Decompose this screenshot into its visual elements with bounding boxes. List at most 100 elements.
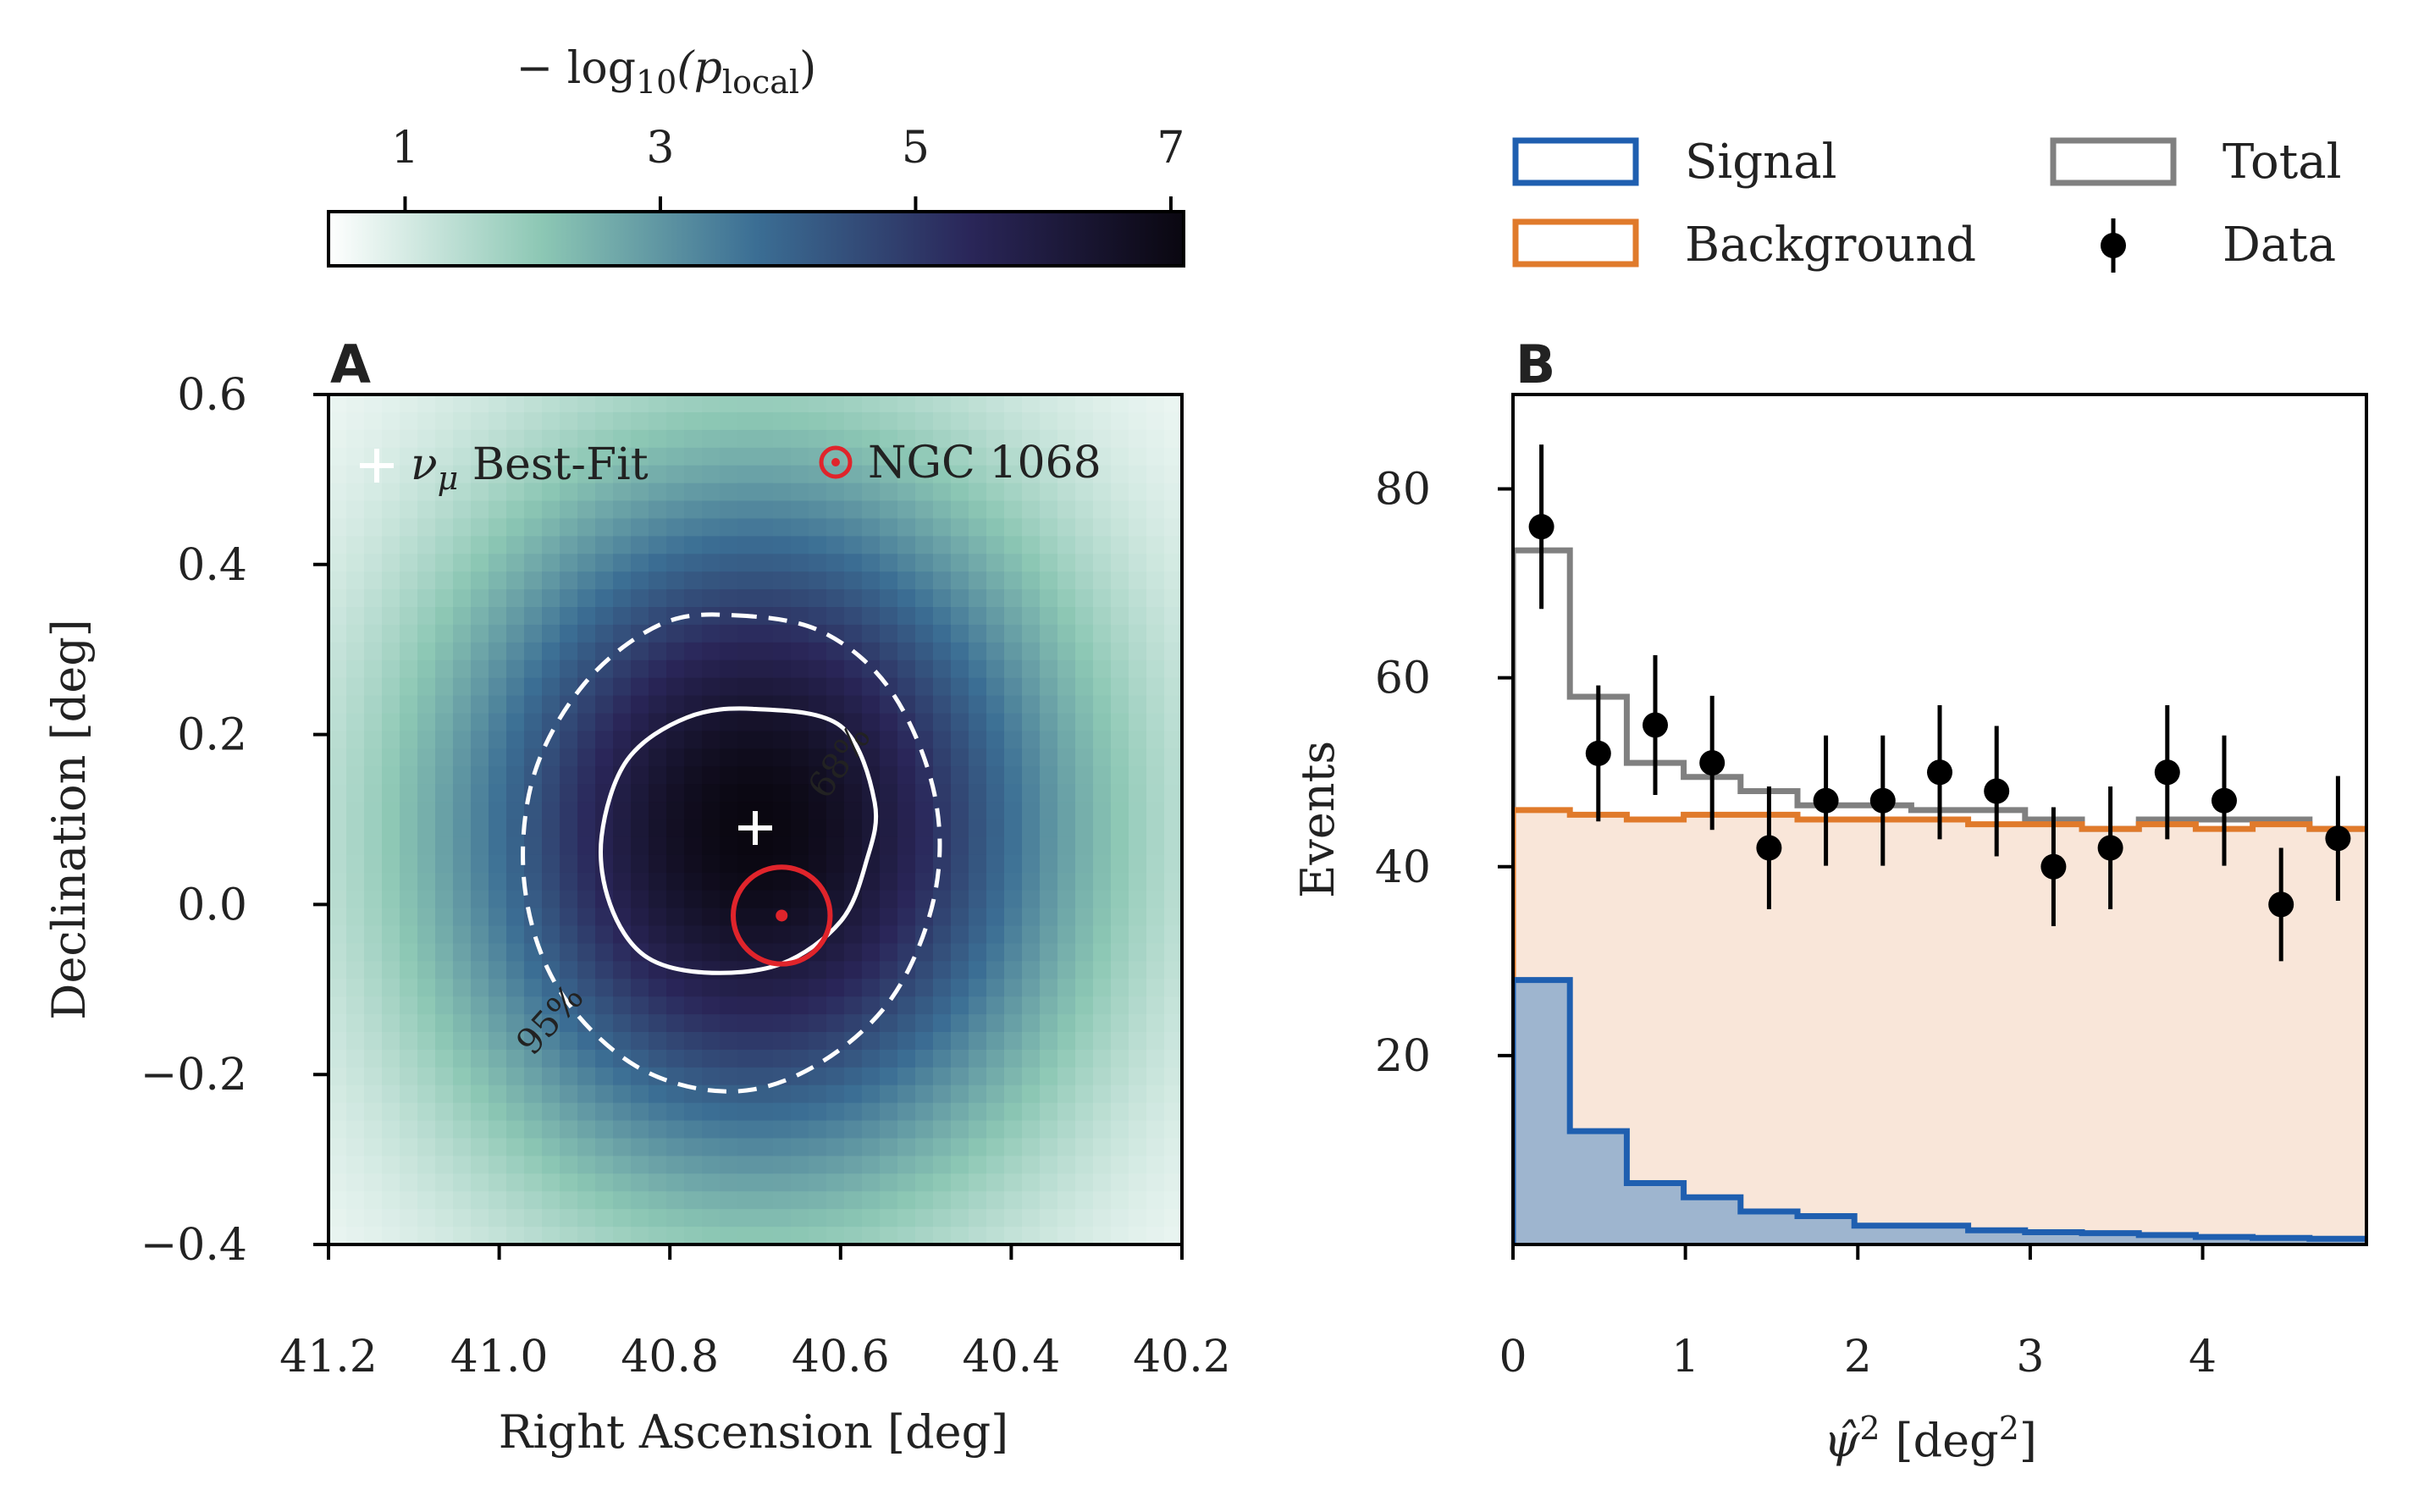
heatmap-cell <box>524 766 543 786</box>
heatmap-cell <box>382 925 400 945</box>
heatmap-cell <box>844 395 863 413</box>
heatmap-cell <box>684 465 703 484</box>
heatmap-cell <box>1129 1102 1147 1122</box>
heatmap-cell <box>1111 518 1129 538</box>
heatmap-cell <box>329 589 347 608</box>
heatmap-cell <box>1129 1067 1147 1086</box>
heatmap-cell <box>862 500 881 520</box>
contour-95pct <box>521 612 942 1094</box>
heatmap-cell <box>489 536 507 555</box>
heatmap-cell <box>1129 784 1147 803</box>
heatmap-cell <box>1129 465 1147 484</box>
heatmap-cell <box>346 500 365 520</box>
legend-label-data: Data <box>2222 218 2336 273</box>
heatmap-cell <box>862 695 881 715</box>
heatmap-cell <box>666 802 685 820</box>
heatmap-cell <box>1040 589 1058 608</box>
heatmap-cell <box>329 943 347 963</box>
heatmap-cell <box>364 1049 383 1068</box>
heatmap-cell <box>1057 854 1076 874</box>
heatmap-cell <box>649 748 667 768</box>
heatmap-cell <box>1004 1120 1023 1140</box>
heatmap-cell <box>329 731 347 750</box>
heatmap-cell <box>737 518 756 538</box>
heatmap-cell <box>1004 1049 1023 1068</box>
heatmap-cell <box>1075 695 1094 715</box>
heatmap-cell <box>1093 890 1112 909</box>
heatmap-cell <box>435 713 454 732</box>
heatmap-cell <box>702 1156 721 1175</box>
heatmap-cell <box>364 571 383 591</box>
heatmap-cell <box>346 943 365 963</box>
heatmap-cell <box>684 766 703 786</box>
heatmap-cell <box>844 659 863 679</box>
heatmap-cell <box>506 713 525 732</box>
heatmap-cell <box>489 554 507 573</box>
heatmap-cell <box>915 500 934 520</box>
heatmap-cell <box>329 447 347 466</box>
heatmap-cell <box>1075 624 1094 643</box>
heatmap-cell <box>542 836 560 856</box>
heatmap-cell <box>702 1102 721 1122</box>
heatmap-cell <box>471 1120 489 1140</box>
heatmap-cell <box>720 677 738 697</box>
heatmap-cell <box>809 1227 827 1244</box>
heatmap-cell <box>631 447 649 466</box>
heatmap-cell <box>969 1102 987 1122</box>
heatmap-cell <box>471 465 489 484</box>
heatmap-cell <box>382 766 400 786</box>
heatmap-cell <box>1111 554 1129 573</box>
heatmap-cell <box>560 554 578 573</box>
heatmap-cell <box>1040 483 1058 502</box>
heatmap-cell <box>897 465 916 484</box>
heatmap-cell <box>329 411 347 431</box>
x-tick-label: 0 <box>1499 1332 1527 1382</box>
legend-swatch-data-dot <box>2101 233 2126 258</box>
heatmap-cell <box>560 659 578 679</box>
heatmap-cell <box>773 1049 792 1068</box>
heatmap-cell <box>346 429 365 449</box>
heatmap-cell <box>897 554 916 573</box>
heatmap-cell <box>524 659 543 679</box>
heatmap-cell <box>915 996 934 1016</box>
heatmap-cell <box>364 890 383 909</box>
heatmap-cell <box>773 713 792 732</box>
heatmap-cell <box>1111 1156 1129 1175</box>
heatmap-cell <box>702 429 721 449</box>
heatmap-cell <box>844 1227 863 1244</box>
heatmap-cell <box>897 1032 916 1051</box>
heatmap-cell <box>364 589 383 608</box>
heatmap-cell <box>737 802 756 820</box>
heatmap-cell <box>1040 979 1058 998</box>
heatmap-cell <box>382 1120 400 1140</box>
heatmap-cell <box>1111 465 1129 484</box>
heatmap-cell <box>400 536 418 555</box>
data-point <box>1643 712 1668 738</box>
heatmap-cell <box>986 536 1005 555</box>
heatmap-cell <box>577 518 596 538</box>
heatmap-cell <box>720 819 738 838</box>
heatmap-cell <box>1040 908 1058 927</box>
heatmap-cell <box>1146 819 1165 838</box>
heatmap-cell <box>400 624 418 643</box>
heatmap-cell <box>897 872 916 891</box>
heatmap-cell <box>560 819 578 838</box>
heatmap-cell <box>791 802 809 820</box>
heatmap-cell <box>400 748 418 768</box>
heatmap-cell <box>880 1049 898 1068</box>
heatmap-cell <box>880 395 898 413</box>
heatmap-cell <box>826 1014 845 1033</box>
heatmap-cell <box>560 943 578 963</box>
heatmap-cell <box>471 1014 489 1033</box>
heatmap-cell <box>1164 1067 1182 1086</box>
heatmap-cell <box>595 748 614 768</box>
heatmap-cell <box>666 695 685 715</box>
heatmap-cell <box>453 500 472 520</box>
heatmap-cell <box>382 872 400 891</box>
heatmap-cell <box>489 731 507 750</box>
heatmap-cell <box>471 536 489 555</box>
heatmap-cell <box>631 996 649 1016</box>
heatmap-cell <box>631 1032 649 1051</box>
heatmap-cell <box>471 1173 489 1193</box>
y-tick-label: 0.2 <box>177 710 247 761</box>
